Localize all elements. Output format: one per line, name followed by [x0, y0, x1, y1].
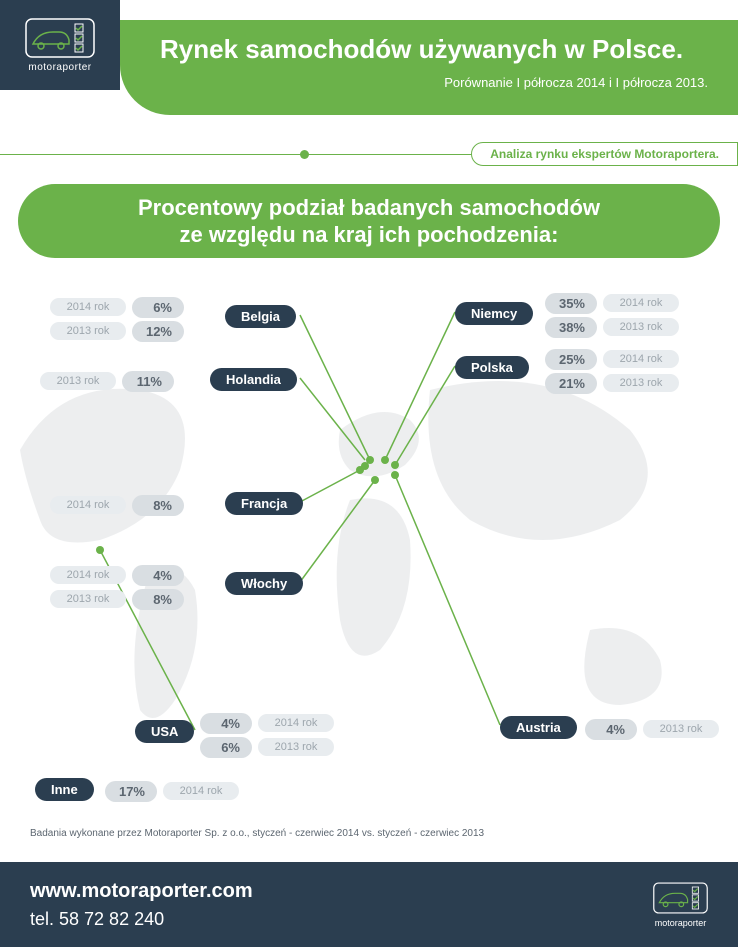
year-label: 2013 rok [50, 322, 126, 340]
brand-logo: motoraporter [0, 0, 120, 90]
contact-block: www.motoraporter.com tel. 58 72 82 240 [30, 880, 253, 930]
stat-polska-2013: 21% 2013 rok [545, 372, 679, 394]
pct-value: 21% [545, 373, 597, 394]
stat-holandia-2013: 2013 rok 11% [40, 370, 174, 392]
year-label: 2014 rok [50, 566, 126, 584]
map-dot-icon [371, 476, 379, 484]
year-label: 2013 rok [258, 738, 334, 756]
year-label: 2013 rok [643, 720, 719, 738]
page-subtitle: Porównanie I półrocza 2014 i I półrocza … [160, 75, 708, 90]
country-label-niemcy: Niemcy [455, 302, 533, 325]
pct-value: 6% [200, 737, 252, 758]
country-label-polska: Polska [455, 356, 529, 379]
stat-belgia-2014: 2014 rok 6% [50, 296, 184, 318]
country-label-francja: Francja [225, 492, 303, 515]
pct-value: 8% [132, 589, 184, 610]
pct-value: 11% [122, 371, 174, 392]
year-label: 2014 rok [50, 298, 126, 316]
stat-usa-2013: 6% 2013 rok [200, 736, 334, 758]
country-label-wlochy: Włochy [225, 572, 303, 595]
stat-wlochy-2014: 2014 rok 4% [50, 564, 184, 586]
car-checklist-icon [25, 18, 95, 58]
map-dot-icon [391, 471, 399, 479]
year-label: 2013 rok [50, 590, 126, 608]
year-label: 2014 rok [163, 782, 239, 800]
stat-austria-2013: 4% 2013 rok [585, 718, 719, 740]
page-footer: www.motoraporter.com tel. 58 72 82 240 m… [0, 862, 738, 947]
footnote: Badania wykonane przez Motoraporter Sp. … [30, 828, 484, 839]
stat-niemcy-2014: 35% 2014 rok [545, 292, 679, 314]
divider-dot-icon [300, 150, 309, 159]
stat-polska-2014: 25% 2014 rok [545, 348, 679, 370]
pct-value: 4% [132, 565, 184, 586]
map-dot-icon [381, 456, 389, 464]
year-label: 2014 rok [258, 714, 334, 732]
pct-value: 38% [545, 317, 597, 338]
phone-number[interactable]: tel. 58 72 82 240 [30, 909, 253, 930]
footer-logo: motoraporter [653, 881, 708, 928]
year-label: 2013 rok [40, 372, 116, 390]
country-label-inne: Inne [35, 778, 94, 801]
brand-name: motoraporter [28, 62, 91, 73]
analysis-label: Analiza rynku ekspertów Motoraportera. [471, 142, 738, 166]
car-checklist-icon [653, 881, 708, 915]
country-label-holandia: Holandia [210, 368, 297, 391]
pct-value: 12% [132, 321, 184, 342]
pct-value: 6% [132, 297, 184, 318]
pct-value: 17% [105, 781, 157, 802]
pct-value: 4% [585, 719, 637, 740]
section-title: Procentowy podział badanych samochodówze… [18, 184, 720, 258]
country-label-austria: Austria [500, 716, 577, 739]
stat-inne-2014: 17% 2014 rok [105, 780, 239, 802]
country-label-usa: USA [135, 720, 194, 743]
year-label: 2014 rok [603, 350, 679, 368]
website-url[interactable]: www.motoraporter.com [30, 880, 253, 903]
stat-francja-2014: 2014 rok 8% [50, 494, 184, 516]
page-header: Rynek samochodów używanych w Polsce. Por… [120, 20, 738, 115]
stat-belgia-2013: 2013 rok 12% [50, 320, 184, 342]
pct-value: 35% [545, 293, 597, 314]
pct-value: 25% [545, 349, 597, 370]
year-label: 2013 rok [603, 318, 679, 336]
year-label: 2014 rok [603, 294, 679, 312]
stat-wlochy-2013: 2013 rok 8% [50, 588, 184, 610]
year-label: 2014 rok [50, 496, 126, 514]
brand-name: motoraporter [655, 918, 707, 928]
country-label-belgia: Belgia [225, 305, 296, 328]
map-dot-icon [391, 461, 399, 469]
map-area: Belgia 2014 rok 6% 2013 rok 12% Holandia… [0, 270, 738, 830]
page-title: Rynek samochodów używanych w Polsce. [160, 34, 708, 65]
map-dot-icon [96, 546, 104, 554]
analysis-bar: Analiza rynku ekspertów Motoraportera. [0, 142, 738, 166]
stat-usa-2014: 4% 2014 rok [200, 712, 334, 734]
pct-value: 8% [132, 495, 184, 516]
year-label: 2013 rok [603, 374, 679, 392]
map-dot-icon [356, 466, 364, 474]
stat-niemcy-2013: 38% 2013 rok [545, 316, 679, 338]
pct-value: 4% [200, 713, 252, 734]
